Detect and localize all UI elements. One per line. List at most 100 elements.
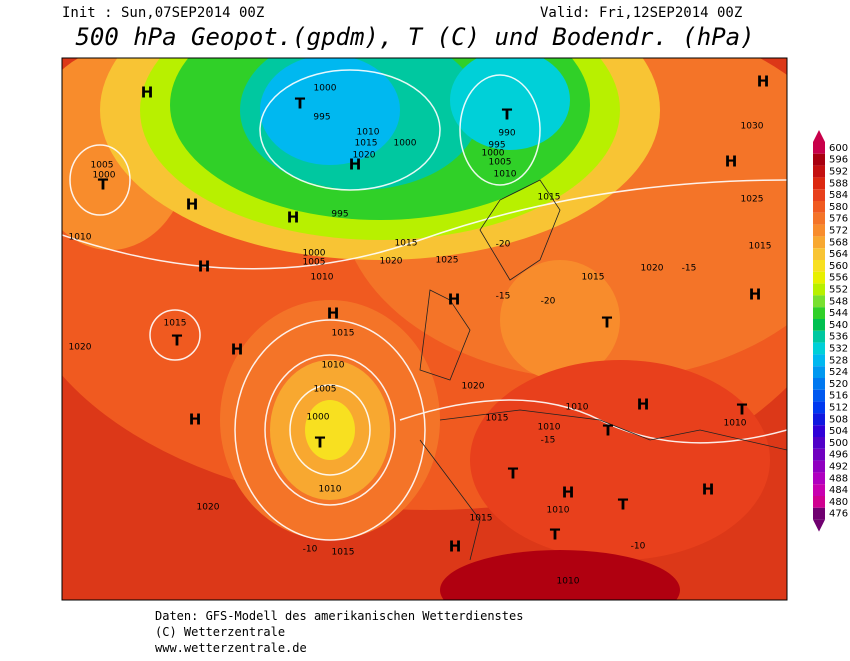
footer-line: (C) Wetterzentrale — [155, 625, 285, 639]
colorbar-swatch — [813, 378, 825, 390]
pressure-center: T — [618, 496, 629, 514]
colorbar-label: 584 — [829, 190, 848, 201]
contour-label: 1025 — [436, 256, 459, 266]
contour-label: -20 — [541, 297, 556, 307]
pressure-center: T — [550, 526, 561, 544]
colorbar-label: 492 — [829, 462, 848, 473]
colorbar-swatch — [813, 342, 825, 355]
valid-text: Valid: Fri,12SEP2014 00Z — [540, 5, 742, 21]
contour-label: 1015 — [538, 193, 561, 203]
contour-label: 1010 — [322, 361, 345, 371]
colorbar-swatch — [813, 413, 825, 426]
pressure-center: T — [602, 314, 613, 332]
colorbar-swatch — [813, 212, 825, 225]
colorbar-label: 592 — [829, 167, 848, 178]
contour-label: 1010 — [319, 485, 342, 495]
footer-line: Daten: GFS-Modell des amerikanischen Wet… — [155, 609, 523, 623]
pressure-center: T — [603, 422, 614, 440]
colorbar-label: 580 — [829, 202, 848, 213]
colorbar-swatch — [813, 389, 825, 402]
pressure-center: H — [287, 209, 300, 227]
colorbar-swatch — [813, 283, 825, 296]
contour-label: 1030 — [741, 122, 764, 132]
colorbar-label: 508 — [829, 414, 848, 425]
contour-label: 1015 — [332, 329, 355, 339]
contour-label: -20 — [496, 240, 511, 250]
pressure-center: H — [231, 341, 244, 359]
pressure-center: T — [737, 401, 748, 419]
pressure-center: H — [198, 258, 211, 276]
contour-label: 1015 — [582, 273, 605, 283]
contour-label: 1000 — [394, 139, 417, 149]
pressure-center: H — [725, 153, 738, 171]
colorbar-swatch — [813, 201, 825, 213]
colorbar-label: 532 — [829, 344, 848, 355]
contour-label: 1005 — [314, 385, 337, 395]
pressure-center: T — [508, 465, 519, 483]
colorbar-swatch — [813, 507, 825, 520]
colorbar-swatch — [813, 165, 825, 178]
contour-label: 1020 — [641, 264, 664, 274]
contour-label: 1010 — [724, 419, 747, 429]
colorbar-swatch — [813, 425, 825, 437]
pressure-center: T — [98, 176, 109, 194]
colorbar-label: 564 — [829, 249, 848, 260]
pressure-center: H — [189, 411, 202, 429]
contour-label: 1000 — [93, 171, 116, 181]
colorbar-swatch — [813, 460, 825, 473]
colorbar-label: 516 — [829, 391, 848, 402]
contour-label: -15 — [496, 292, 511, 302]
colorbar-label: 520 — [829, 379, 848, 390]
colorbar-label: 544 — [829, 308, 848, 319]
map — [62, 58, 787, 600]
contour-label: 1000 — [303, 249, 326, 259]
colorbar-swatch — [813, 319, 825, 331]
footer-line: www.wetterzentrale.de — [155, 641, 307, 655]
contour-label: 1010 — [557, 577, 580, 587]
colorbar-swatch — [813, 153, 825, 166]
contour-label: 1020 — [353, 151, 376, 161]
contour-label: 1020 — [380, 257, 403, 267]
contour-label: 1005 — [489, 158, 512, 168]
contour-label: 995 — [313, 113, 330, 123]
colorbar-label: 476 — [829, 509, 848, 520]
contour-label: 1010 — [69, 233, 92, 243]
colorbar-label: 560 — [829, 261, 848, 272]
contour-label: -15 — [682, 264, 697, 274]
colorbar-swatch — [813, 189, 825, 201]
colorbar-label: 576 — [829, 214, 848, 225]
pressure-center: H — [349, 156, 362, 174]
colorbar-swatch — [813, 236, 825, 249]
contour-label: 1010 — [494, 170, 517, 180]
colorbar-label: 596 — [829, 155, 848, 166]
contour-label: 1005 — [303, 258, 326, 268]
contour-label: 1015 — [355, 139, 378, 149]
colorbar-label: 528 — [829, 355, 848, 366]
contour-label: 990 — [498, 129, 515, 139]
colorbar-label: 488 — [829, 473, 848, 484]
contour-label: 1020 — [69, 343, 92, 353]
pressure-center: H — [757, 73, 770, 91]
colorbar-swatch — [813, 224, 825, 237]
contour-label: 1025 — [741, 195, 764, 205]
colorbar-label: 540 — [829, 320, 848, 331]
colorbar-arrow-bottom — [813, 519, 825, 532]
colorbar-swatch — [813, 248, 825, 260]
colorbar-swatch — [813, 484, 825, 496]
colorbar-label: 500 — [829, 438, 848, 449]
colorbar-swatch — [813, 142, 825, 154]
colorbar-swatch — [813, 496, 825, 508]
pressure-center: T — [315, 434, 326, 452]
colorbar-swatch — [813, 354, 825, 367]
colorbar-label: 496 — [829, 450, 848, 461]
pressure-center: H — [562, 484, 575, 502]
contour-label: 1000 — [314, 84, 337, 94]
colorbar-swatch — [813, 177, 825, 190]
contour-label: -15 — [541, 436, 556, 446]
contour-label: 1015 — [470, 514, 493, 524]
pressure-center: H — [141, 84, 154, 102]
init-text: Init : Sun,07SEP2014 00Z — [62, 5, 264, 21]
colorbar-label: 572 — [829, 226, 848, 237]
colorbar-swatch — [813, 472, 825, 485]
colorbar-swatch — [813, 401, 825, 414]
